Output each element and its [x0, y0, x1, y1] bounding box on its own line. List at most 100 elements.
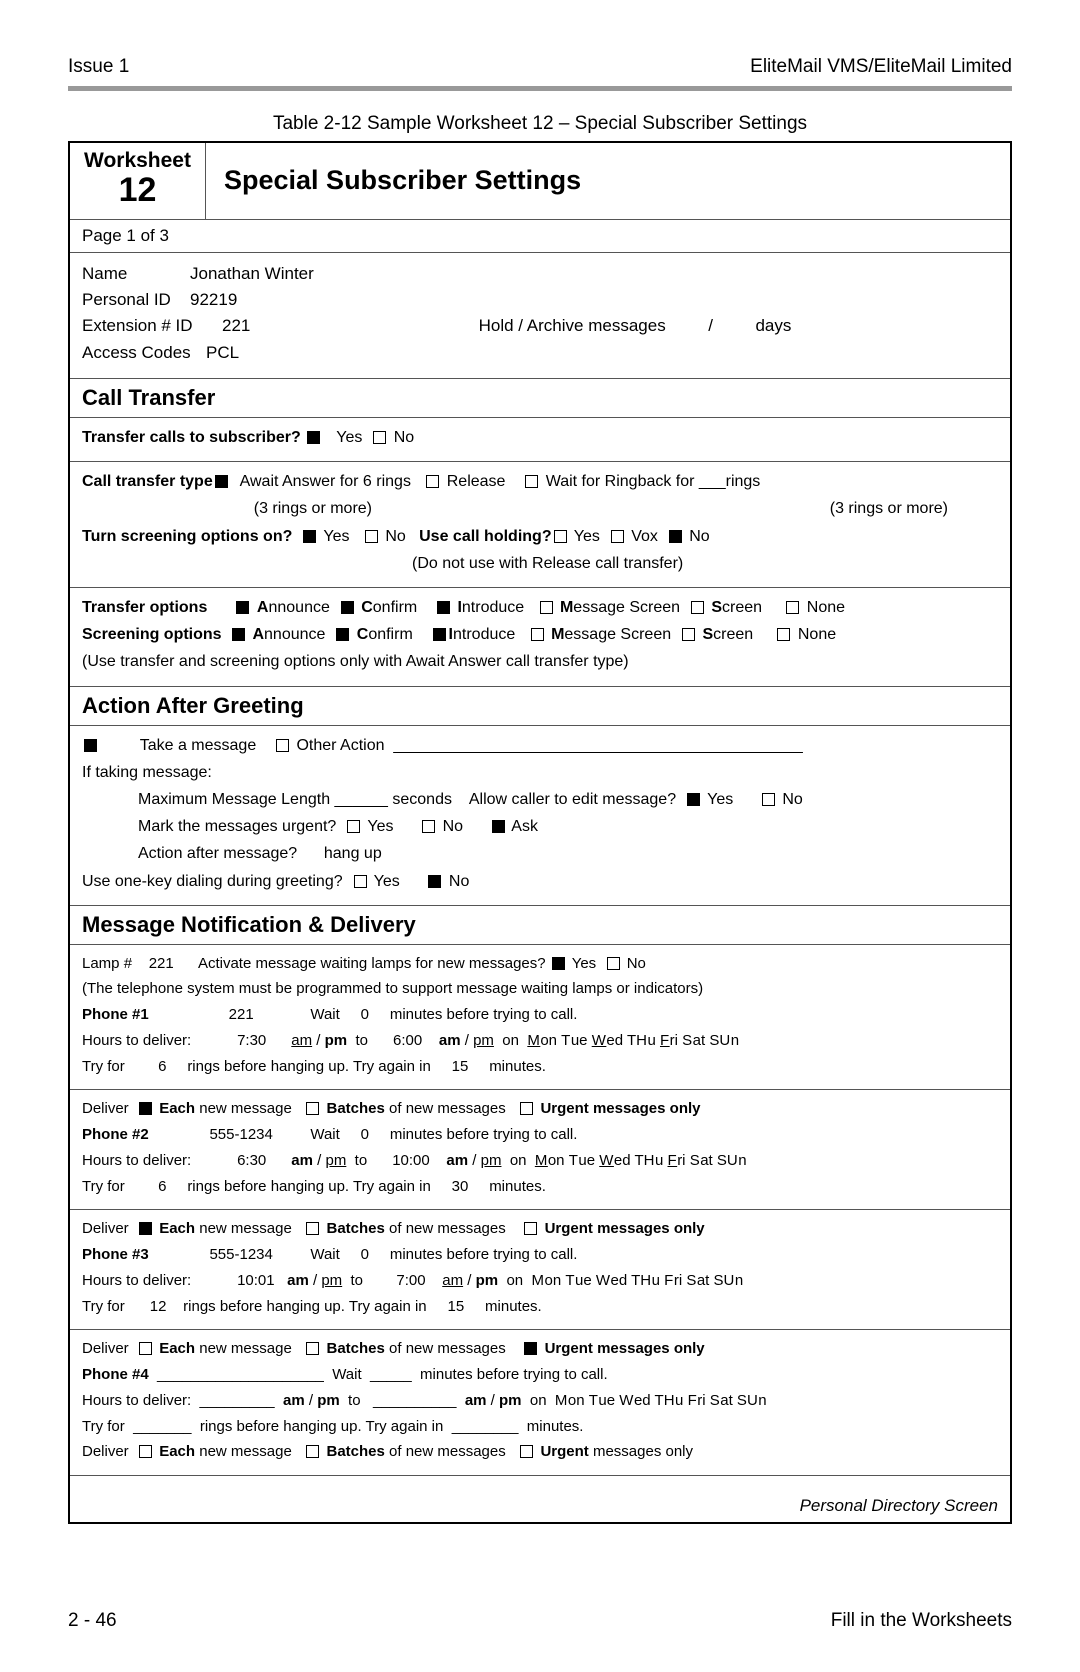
days4: Mon Tue Wed THu Fri Sat SUn: [555, 1392, 767, 1409]
cb-confirm-2[interactable]: [336, 628, 349, 641]
no5: No: [443, 818, 463, 835]
cb-urg-3[interactable]: [524, 1222, 537, 1235]
wait4: Wait: [332, 1366, 361, 1383]
cb-announce-2[interactable]: [232, 628, 245, 641]
cb-each-4[interactable]: [139, 1342, 152, 1355]
opt-introduce2: Introduce: [449, 626, 516, 643]
no4: No: [782, 791, 802, 808]
release-text: Release: [447, 473, 506, 490]
pm2b: pm: [481, 1152, 502, 1169]
yes3: Yes: [574, 528, 600, 545]
cb-urgent-ask[interactable]: [492, 820, 505, 833]
checkbox-screen-no[interactable]: [365, 530, 378, 543]
am3b: am: [442, 1272, 463, 1289]
other-action-text: Other Action: [296, 737, 384, 754]
pid-label: Personal ID: [82, 287, 190, 313]
cb-each-3[interactable]: [139, 1222, 152, 1235]
pm4b: pm: [499, 1392, 522, 1409]
cb-onekey-no[interactable]: [428, 875, 441, 888]
checkbox-yes-filled[interactable]: [307, 431, 320, 444]
checkbox-no[interactable]: [373, 431, 386, 444]
table-caption: Table 2-12 Sample Worksheet 12 – Special…: [68, 113, 1012, 135]
checkbox-await-filled[interactable]: [215, 475, 228, 488]
cb-urg-4[interactable]: [524, 1342, 537, 1355]
cb-urg-5[interactable]: [520, 1445, 533, 1458]
minbef1: minutes before trying to call.: [390, 1006, 578, 1023]
each5: Each: [159, 1443, 195, 1460]
checkbox-hold-no[interactable]: [669, 530, 682, 543]
cb-each-2[interactable]: [139, 1102, 152, 1115]
bat5: Batches: [326, 1443, 384, 1460]
header-divider: [68, 86, 1012, 91]
each3: Each: [159, 1220, 195, 1237]
yes-text: Yes: [336, 429, 362, 446]
cb-onekey-yes[interactable]: [354, 875, 367, 888]
of5: of new messages: [389, 1443, 506, 1460]
name-value: Jonathan Winter: [190, 261, 314, 287]
am1a: am: [291, 1032, 312, 1049]
checkbox-hold-yes[interactable]: [554, 530, 567, 543]
minbef3: minutes before trying to call.: [390, 1246, 578, 1263]
h2b: 10:00: [392, 1152, 430, 1169]
of3: of new messages: [389, 1220, 506, 1237]
cb-urgent-no[interactable]: [422, 820, 435, 833]
phone2-label: Phone #2: [82, 1124, 172, 1146]
phone1-label: Phone #1: [82, 1004, 172, 1026]
screening-on-label: Turn screening options on?: [82, 528, 292, 545]
checkbox-ringback[interactable]: [525, 475, 538, 488]
cb-take-msg[interactable]: [84, 739, 97, 752]
hold-sep: /: [708, 316, 713, 335]
no-text: No: [394, 429, 414, 446]
tryfor1: Try for: [82, 1058, 125, 1075]
wait1: Wait: [310, 1006, 339, 1023]
del3: Deliver: [82, 1220, 129, 1237]
cb-batch-5[interactable]: [306, 1445, 319, 1458]
cb-edit-yes[interactable]: [687, 793, 700, 806]
h3a: 10:01: [237, 1272, 275, 1289]
min2: minutes.: [489, 1178, 546, 1195]
cb-msgscreen-1[interactable]: [540, 601, 553, 614]
am2a: am: [291, 1152, 313, 1169]
screen-ref: Personal Directory Screen: [70, 1476, 1010, 1522]
trym3: 15: [448, 1298, 465, 1315]
cb-edit-no[interactable]: [762, 793, 775, 806]
issue-label: Issue 1: [68, 56, 129, 78]
urg4: Urgent messages only: [545, 1340, 705, 1357]
opt-confirm1: Confirm: [361, 599, 417, 616]
rings-note-1: (3 rings or more): [82, 497, 372, 520]
on3: on: [506, 1272, 523, 1289]
pm1b: pm: [473, 1032, 494, 1049]
minbef4: minutes before trying to call.: [420, 1366, 608, 1383]
cb-lamp-yes[interactable]: [552, 957, 565, 970]
cb-screen-1[interactable]: [691, 601, 704, 614]
cb-screen-2[interactable]: [682, 628, 695, 641]
phone4-label: Phone #4: [82, 1366, 149, 1383]
cb-announce-1[interactable]: [236, 601, 249, 614]
cb-batch-3[interactable]: [306, 1222, 319, 1235]
cb-none-1[interactable]: [786, 601, 799, 614]
phone3-label: Phone #3: [82, 1244, 172, 1266]
cb-urg-2[interactable]: [520, 1102, 533, 1115]
checkbox-hold-vox[interactable]: [611, 530, 624, 543]
am4a: am: [283, 1392, 305, 1409]
lamp-val: 221: [149, 955, 174, 972]
cb-lamp-no[interactable]: [607, 957, 620, 970]
cb-other-action[interactable]: [276, 739, 289, 752]
cb-each-5[interactable]: [139, 1445, 152, 1458]
cb-batch-4[interactable]: [306, 1342, 319, 1355]
checkbox-release[interactable]: [426, 475, 439, 488]
cb-introduce-1[interactable]: [437, 601, 450, 614]
cb-confirm-1[interactable]: [341, 601, 354, 614]
cb-introduce-2[interactable]: [433, 628, 446, 641]
cb-none-2[interactable]: [777, 628, 790, 641]
call-transfer-heading: Call Transfer: [70, 379, 1010, 418]
checkbox-screen-yes[interactable]: [303, 530, 316, 543]
vox-text: Vox: [631, 528, 658, 545]
urg3: Urgent messages only: [545, 1220, 705, 1237]
of2: of new messages: [389, 1100, 506, 1117]
cb-msgscreen-2[interactable]: [531, 628, 544, 641]
cb-urgent-yes[interactable]: [347, 820, 360, 833]
del2: Deliver: [82, 1100, 129, 1117]
cb-batch-2[interactable]: [306, 1102, 319, 1115]
days1: Mon Tue Wed THu Fri Sat SUn: [527, 1032, 739, 1049]
